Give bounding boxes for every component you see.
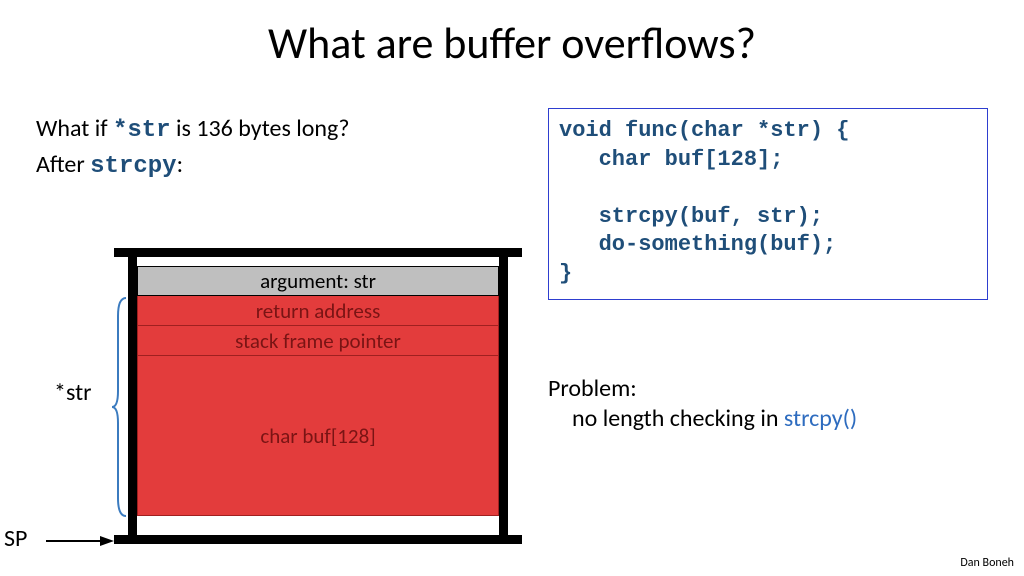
problem-line-1: Problem: xyxy=(548,374,637,403)
q2-code: strcpy xyxy=(90,153,176,180)
stack-row-return-address: return address xyxy=(137,296,499,326)
question-line-2: After strcpy: xyxy=(36,150,183,180)
q2-suffix: : xyxy=(177,150,183,179)
arrow-icon xyxy=(44,534,114,548)
stack-row-frame-pointer: stack frame pointer xyxy=(137,326,499,356)
question-line-1: What if *str is 136 bytes long? xyxy=(36,114,349,144)
problem-prefix: no length checking in xyxy=(572,404,784,433)
problem-highlight: strcpy() xyxy=(784,404,857,433)
q1-suffix: is 136 bytes long? xyxy=(171,114,350,143)
problem-line-2: no length checking in strcpy() xyxy=(572,404,857,433)
q2-prefix: After xyxy=(36,150,90,179)
stack-diagram: argument: str return address stack frame… xyxy=(128,248,508,544)
frame-bottom xyxy=(114,535,522,544)
sp-label: SP xyxy=(4,524,27,553)
q1-code: *str xyxy=(113,117,171,144)
str-label: *str xyxy=(54,378,91,407)
stack-row-buffer: char buf[128] xyxy=(137,356,499,516)
code-box: void func(char *str) { char buf[128]; st… xyxy=(548,108,988,300)
stack-row-argument: argument: str xyxy=(137,266,499,296)
page-title: What are buffer overflows? xyxy=(0,16,1024,70)
q1-prefix: What if xyxy=(36,114,113,143)
credit-text: Dan Boneh xyxy=(960,556,1014,570)
slide: What are buffer overflows? What if *str … xyxy=(0,0,1024,576)
frame-right xyxy=(499,248,508,544)
frame-top xyxy=(114,248,522,257)
frame-left xyxy=(128,248,137,544)
brace-icon xyxy=(110,296,128,518)
